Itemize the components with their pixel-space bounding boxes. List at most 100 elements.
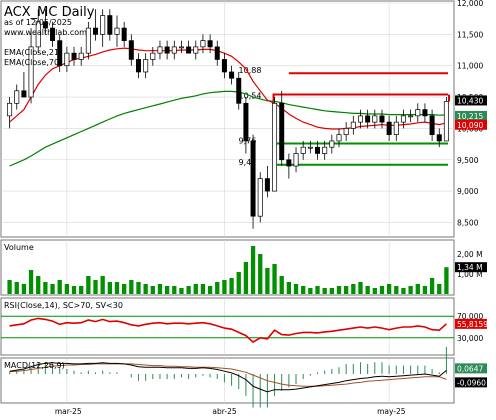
volume-bar	[129, 280, 134, 294]
volume-bar	[21, 284, 27, 294]
rsi-pane[interactable]	[0, 297, 455, 356]
candle-body	[186, 46, 192, 54]
volume-bar	[258, 254, 263, 294]
volume-tick-label: 1,00 M	[457, 270, 483, 279]
candle-body	[436, 134, 442, 142]
candle-body	[307, 146, 313, 149]
candle-body	[114, 27, 120, 35]
volume-bar	[286, 282, 292, 294]
candle-body	[100, 15, 106, 35]
candle-body	[272, 102, 278, 192]
macd-tag-bg	[455, 363, 487, 374]
volume-bar	[301, 286, 306, 294]
volume-bar	[43, 282, 48, 294]
candle-body	[85, 27, 91, 54]
price-tag: 10,090	[457, 121, 483, 130]
candle-body	[78, 52, 84, 60]
rsi-curve	[9, 317, 447, 344]
as-of-date: as of 12/05/2025	[4, 18, 72, 27]
volume-bar	[150, 286, 155, 294]
price-tick-label: 11,500	[457, 30, 483, 39]
candle-body	[42, 21, 48, 29]
candle-body	[28, 46, 34, 98]
price-tag: 10,215	[457, 112, 483, 121]
volume-bar	[344, 286, 349, 294]
volume-bar	[243, 262, 249, 294]
volume-bar	[193, 284, 198, 294]
candle-body	[315, 146, 321, 154]
price-pane[interactable]	[0, 0, 455, 238]
candle-body	[221, 59, 227, 73]
volume-bar	[394, 286, 399, 294]
volume-bar	[71, 286, 77, 294]
rsi-title: RSI(Close,14), SC>70, SV<30	[4, 301, 123, 310]
volume-bar	[408, 286, 413, 294]
volume-bar	[57, 280, 62, 294]
macd-line	[9, 362, 447, 393]
macd-lines	[9, 347, 447, 408]
volume-bar	[36, 276, 41, 294]
chart-title: ACX_MC Daily	[4, 5, 95, 20]
volume-bar	[164, 286, 170, 294]
volume-tick-label: 2,00 M	[457, 250, 483, 259]
volume-bar	[86, 276, 91, 294]
candle-body	[193, 46, 199, 54]
y-axis-labels: 12,00011,50011,00010,50010,0009,5009,000…	[457, 0, 483, 343]
rsi-tag: 55,8159	[457, 320, 488, 329]
candle-body	[300, 146, 306, 154]
candle-body	[128, 40, 134, 60]
candle-body	[372, 115, 378, 123]
website-label: www.wealth-lab.com	[4, 28, 87, 37]
candle-body	[357, 115, 363, 123]
grid-lines	[1, 1, 454, 403]
price-tag: 10,430	[457, 96, 483, 105]
candlesticks	[7, 9, 449, 229]
candle-body	[229, 71, 235, 79]
candle-body	[286, 159, 292, 167]
volume-bar	[207, 286, 213, 294]
ema70-line	[9, 90, 447, 167]
volume-bar	[179, 288, 184, 294]
volume-bar	[107, 282, 112, 294]
volume-bar	[429, 278, 435, 294]
candle-body	[64, 52, 70, 67]
candle-body	[264, 178, 270, 192]
price-tick-label: 11,000	[457, 62, 483, 71]
ema70-legend: EMA(Close,70)	[4, 58, 62, 67]
volume-bar	[265, 268, 270, 294]
volume-bar	[358, 282, 363, 294]
volume-bars	[7, 246, 449, 294]
volume-bar	[100, 276, 105, 294]
candle-body	[178, 46, 184, 49]
candle-body	[236, 77, 242, 104]
candle-body	[322, 146, 328, 154]
volume-bar	[136, 282, 141, 294]
rsi-tag-bg	[455, 318, 487, 329]
candle-body	[207, 40, 213, 48]
volume-bar	[422, 286, 428, 294]
macd-signal-line	[9, 363, 447, 387]
level-label: 10,88	[239, 66, 262, 75]
macd-tag: -0,0960	[457, 378, 486, 387]
volume-bar	[229, 278, 234, 294]
volume-pane[interactable]	[0, 239, 455, 296]
price-tag-bg	[455, 110, 487, 121]
candle-body	[50, 27, 56, 41]
volume-bar	[50, 284, 55, 294]
volume-title: Volume	[4, 243, 34, 252]
candle-body	[408, 115, 414, 118]
volume-bar	[322, 288, 327, 294]
volume-bar	[250, 246, 256, 294]
candle-body	[257, 178, 263, 217]
candle-body	[279, 102, 285, 161]
candle-body	[121, 27, 127, 41]
volume-bar	[64, 284, 70, 294]
candle-body	[243, 102, 249, 142]
volume-bar	[157, 284, 163, 294]
candle-body	[214, 46, 220, 60]
volume-bar	[444, 267, 449, 294]
candle-body	[7, 102, 13, 117]
price-tag-bg	[455, 119, 487, 130]
